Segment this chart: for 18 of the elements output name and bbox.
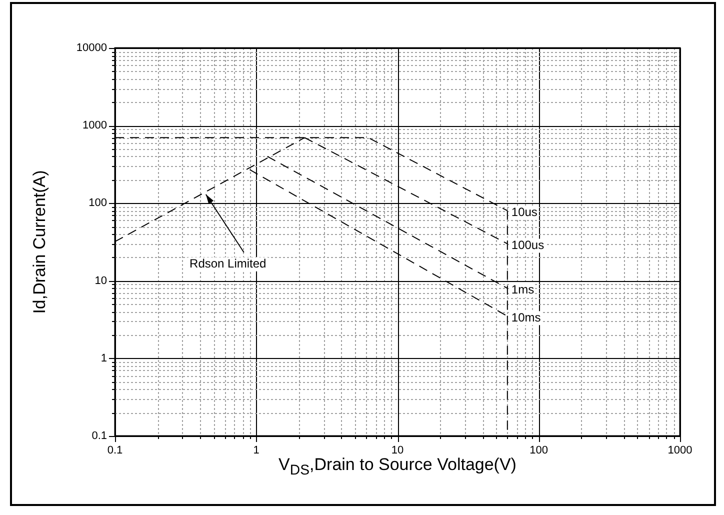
- y-tick-label: 0.1: [92, 430, 107, 442]
- x-axis-title: V$_{DS}$,Drain to Source Voltage(V): [278, 455, 518, 478]
- y-tick-label: 1: [100, 352, 107, 364]
- series-label: 10ms: [511, 310, 541, 324]
- x-tick-label: 0.1: [107, 444, 123, 457]
- y-tick-label: 1000: [82, 120, 107, 132]
- x-tick-label: 1000: [668, 444, 692, 457]
- series-label: 10us: [511, 205, 538, 220]
- x-tick-label: 100: [530, 444, 548, 457]
- series-label: 1ms: [511, 282, 534, 297]
- annotation: Rdson Limited: [190, 256, 266, 271]
- y-tick-label: 10000: [76, 42, 107, 54]
- series-label: 100us: [511, 238, 544, 252]
- y-tick-label: 100: [88, 197, 107, 210]
- y-tick-label: 10: [94, 274, 107, 287]
- x-tick-label: 1: [253, 444, 260, 457]
- x-tick-label: 10: [391, 444, 404, 457]
- y-axis-title: Id,Drain Current(A): [30, 170, 49, 314]
